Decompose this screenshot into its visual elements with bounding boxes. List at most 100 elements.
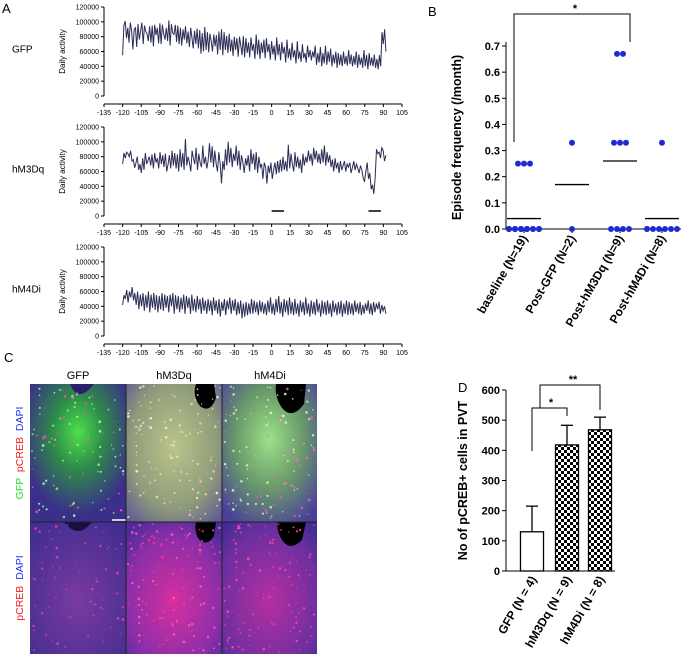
cell-dot: [135, 532, 138, 535]
cell-dot: [196, 506, 199, 509]
data-point: [608, 226, 614, 232]
cell-dot: [197, 491, 200, 494]
cell-dot: [139, 494, 142, 497]
cell-dot: [280, 529, 282, 532]
cell-dot: [292, 439, 295, 442]
cell-dot: [269, 541, 272, 544]
x-tick-label: -90: [155, 230, 165, 237]
cell-dot: [192, 488, 195, 491]
cell-dot: [138, 622, 141, 625]
cell-dot: [116, 592, 119, 595]
cell-dot: [173, 440, 177, 443]
cell-dot: [213, 561, 217, 565]
cell-dot: [173, 629, 176, 632]
micrograph-hm3dq-bottom: [126, 522, 222, 654]
cell-dot: [199, 518, 202, 520]
cell-dot: [190, 402, 193, 406]
cell-dot: [248, 578, 250, 580]
cell-dot: [248, 628, 252, 632]
cell-dot: [202, 602, 206, 605]
cell-dot: [130, 531, 134, 534]
cell-dot: [171, 624, 174, 627]
data-point: [644, 226, 650, 232]
cell-dot: [192, 608, 195, 611]
cell-dot: [95, 577, 97, 580]
cell-dot: [163, 596, 166, 598]
cell-dot: [244, 418, 247, 420]
cell-dot: [104, 568, 108, 571]
cell-dot: [312, 447, 314, 449]
cell-dot: [116, 616, 120, 620]
cell-dot: [240, 427, 242, 429]
cell-dot: [206, 635, 210, 639]
cell-dot: [107, 498, 110, 500]
activity-chart-gfp: 0 20000 40000 60000 80000 100000 120000 -135 -12…: [12, 5, 408, 118]
cell-dot: [187, 624, 191, 627]
data-point: [569, 226, 575, 232]
data-point: [515, 160, 521, 167]
cell-dot: [305, 456, 308, 460]
cell-dot: [97, 470, 99, 473]
cell-dot: [72, 444, 75, 446]
cell-dot: [161, 616, 163, 619]
y-tick-label: 120000: [76, 5, 99, 12]
cell-dot: [101, 599, 104, 601]
data-point: [623, 139, 629, 146]
cell-dot: [56, 432, 59, 435]
row-label-pcreb: pCREB: [14, 437, 26, 472]
cell-dot: [136, 483, 138, 485]
cell-dot: [148, 425, 150, 428]
cell-dot: [176, 601, 179, 603]
cell-dot: [298, 576, 301, 579]
cell-dot: [45, 508, 48, 511]
cell-dot: [292, 485, 296, 489]
cell-dot: [242, 571, 245, 574]
x-tick-label: 30: [305, 350, 313, 357]
cell-dot: [293, 514, 296, 517]
cell-dot: [137, 429, 140, 431]
cell-dot: [201, 530, 204, 533]
cell-dot: [309, 573, 311, 576]
cell-dot: [163, 502, 166, 505]
data-point: [620, 50, 626, 57]
x-tick-label: -120: [116, 230, 130, 237]
cell-dot: [68, 476, 72, 479]
cell-dot: [127, 516, 130, 519]
cell-dot: [168, 453, 172, 457]
cell-dot: [158, 644, 162, 647]
cell-dot: [204, 512, 207, 515]
cell-dot: [118, 428, 121, 431]
cell-dot: [269, 645, 271, 648]
data-point: [530, 226, 536, 232]
cell-dot: [103, 507, 106, 510]
column-label-hm4di: hM4Di: [254, 370, 286, 382]
cell-dot: [92, 614, 95, 617]
cell-dot: [137, 585, 140, 588]
cell-dot: [164, 436, 168, 439]
cell-dot: [198, 552, 202, 556]
data-point: [512, 226, 518, 232]
cell-dot: [100, 508, 103, 511]
cell-dot: [272, 587, 275, 590]
series-title: hM3Dq: [12, 165, 44, 176]
cell-dot: [265, 416, 267, 418]
y-tick-label: 300: [482, 476, 500, 488]
cell-dot: [159, 438, 162, 442]
y-tick-label: 100: [482, 536, 500, 548]
y-tick-label: 500: [482, 415, 500, 427]
cell-dot: [129, 569, 132, 572]
cell-dot: [59, 531, 61, 534]
cell-dot: [53, 576, 56, 579]
cell-dot: [140, 404, 143, 407]
cell-dot: [210, 477, 213, 480]
cell-dot: [265, 405, 268, 408]
cell-dot: [211, 545, 214, 548]
cell-dot: [245, 464, 249, 467]
cell-dot: [107, 546, 110, 548]
cell-dot: [35, 510, 38, 514]
ventricle-shape: [277, 522, 306, 546]
cell-dot: [149, 426, 153, 430]
cell-dot: [171, 541, 175, 544]
cell-dot: [95, 580, 99, 583]
cell-dot: [305, 411, 308, 414]
